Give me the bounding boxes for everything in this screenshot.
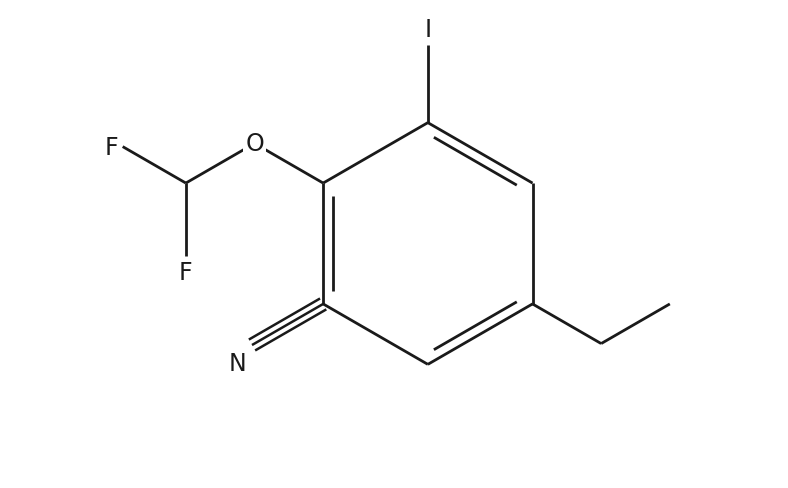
Text: O: O (245, 132, 264, 156)
Text: F: F (104, 135, 118, 159)
Text: N: N (229, 351, 246, 375)
Text: F: F (179, 260, 192, 285)
Text: I: I (424, 19, 431, 42)
